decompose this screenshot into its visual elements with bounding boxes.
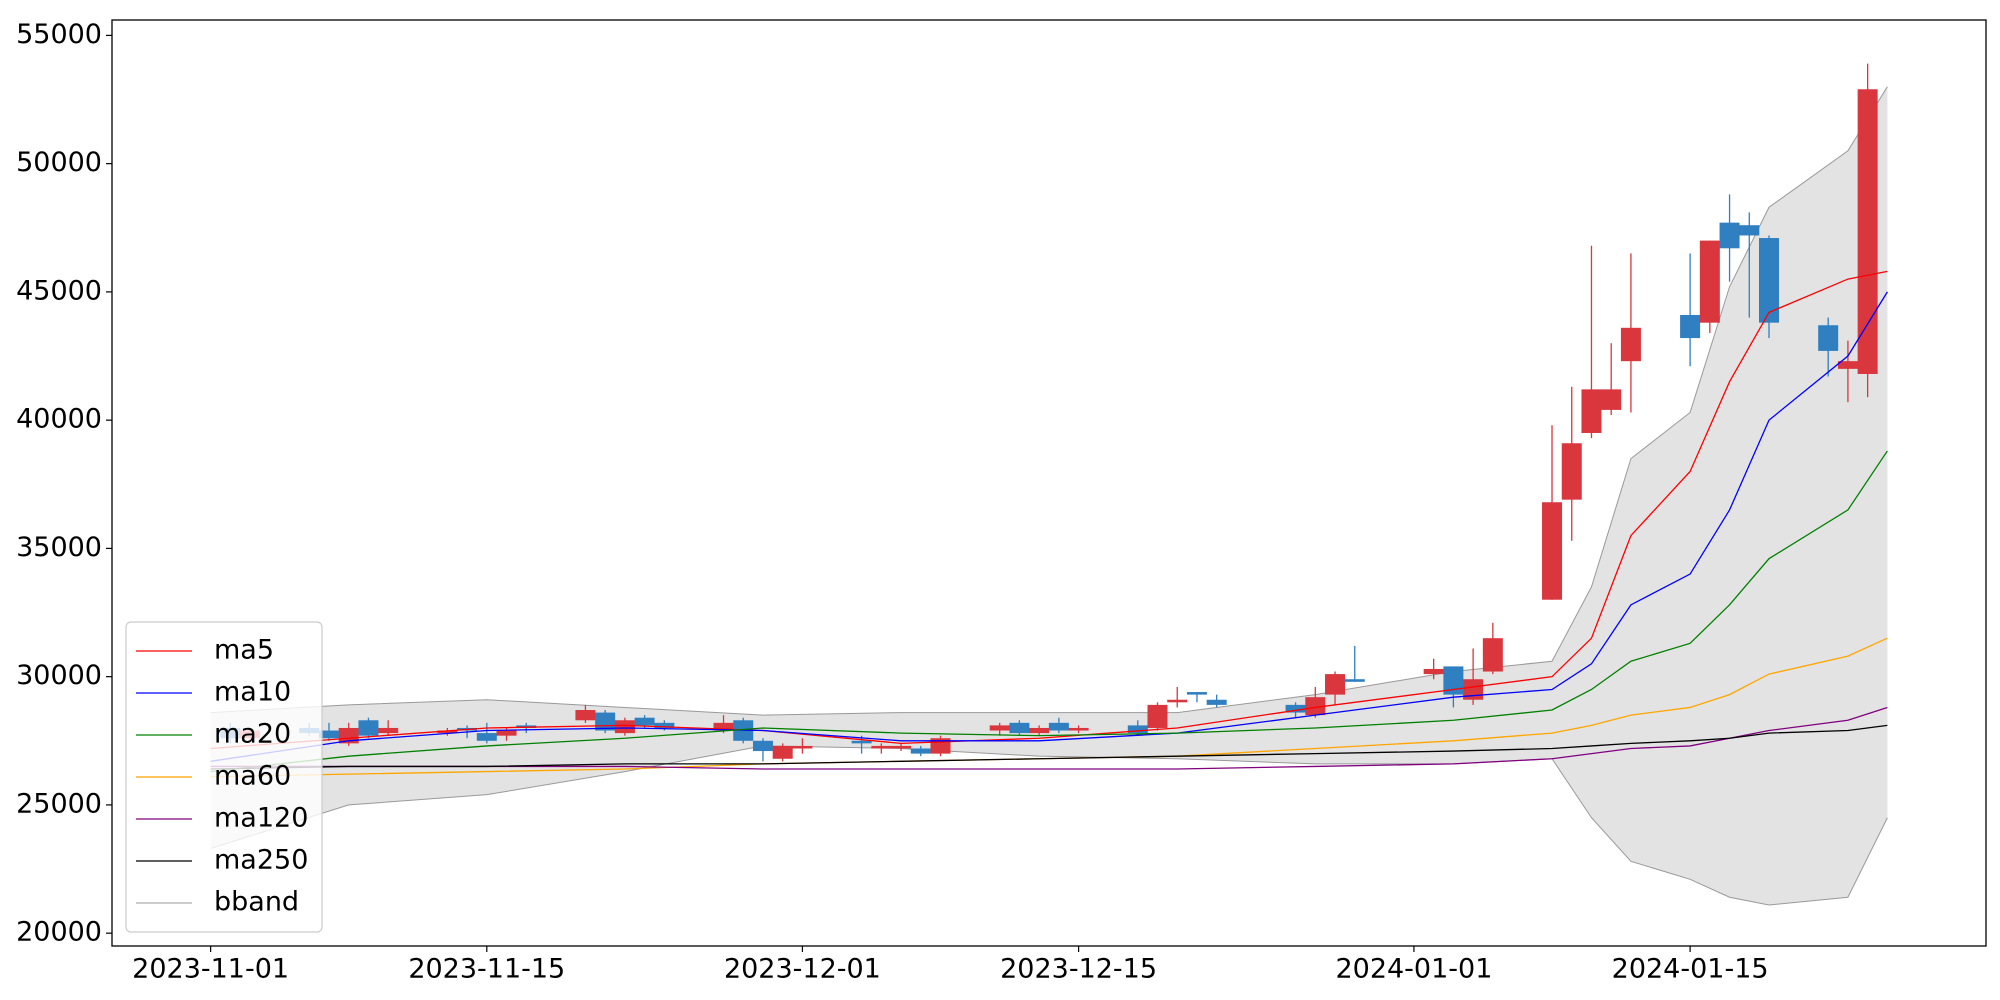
y-tick-label: 35000 [16,532,102,563]
candle-body [1068,727,1089,731]
candle-body [1167,699,1188,703]
ma-line [210,637,1888,778]
bband-area [210,86,1888,905]
candle-body [1029,727,1050,734]
candle-body [1305,697,1326,716]
legend-label: bband [214,887,299,918]
candle-body [1818,325,1839,351]
ma-line [210,270,1888,750]
candle-body [1423,668,1444,675]
x-tick-label: 2024-01-01 [1335,954,1492,985]
legend-label: ma5 [214,635,274,666]
candle-body [358,720,379,736]
candle-body [1186,692,1207,695]
candle-body [614,720,635,734]
candle-body [910,748,931,754]
legend-label: ma250 [214,845,308,876]
legend-label: ma20 [214,719,291,750]
candle-body [1009,722,1030,734]
candle-body [1699,240,1720,323]
y-tick-label: 40000 [16,404,102,435]
candle-body [891,745,912,749]
candle-body [1325,674,1346,695]
candle-body [1443,666,1464,695]
x-tick-label: 2024-01-15 [1612,954,1769,985]
candle-body [1739,225,1760,236]
candle-body [338,727,359,744]
x-tick-label: 2023-12-15 [1000,954,1157,985]
candle-body [1344,679,1365,682]
candle-body [378,727,399,734]
candle-body [496,730,517,736]
candle-body [989,725,1010,731]
candle-body [1581,389,1602,433]
candle-body [437,730,458,734]
candle-body [772,745,793,759]
candle-body [1127,725,1148,734]
candle-body [792,745,813,749]
candle-body [752,740,773,752]
candle-body [1048,722,1069,731]
candle-body [1680,314,1701,339]
candle-body [1285,704,1306,713]
candle-body [1542,502,1563,600]
y-tick-label: 25000 [16,788,102,819]
candle-body [476,733,497,741]
candle-body [1601,389,1622,410]
candle-body [1759,238,1780,323]
x-tick-label: 2023-11-01 [132,954,289,985]
candle-body [713,722,734,731]
candle-body [1482,638,1503,672]
legend-label: ma60 [214,761,291,792]
x-tick-label: 2023-11-15 [408,954,565,985]
y-tick-label: 55000 [16,19,102,50]
candle-body [1719,222,1740,249]
bband-lower [210,745,1888,906]
candle-body [1857,89,1878,374]
candle-body [1620,327,1641,362]
candle-body [1837,361,1858,369]
y-tick-label: 20000 [16,917,102,948]
candle-body [654,722,675,728]
candle-body [1147,704,1168,728]
candle-body [1561,443,1582,500]
y-tick-label: 30000 [16,660,102,691]
y-tick-label: 45000 [16,275,102,306]
legend-label: ma120 [214,803,308,834]
candle-body [851,740,872,744]
y-tick-label: 50000 [16,147,102,178]
x-tick-label: 2023-12-01 [724,954,881,985]
candle-body [634,717,655,726]
ma-line [210,291,1888,762]
candle-body [318,730,339,739]
plot-frame [111,19,1987,947]
candle-body [575,710,596,721]
legend-label: ma10 [214,677,291,708]
ma-line [210,450,1888,773]
legend-box [125,621,323,933]
candle-body [1206,699,1227,705]
candle-body [871,745,892,749]
bband-upper [210,86,1888,716]
ma-line [210,724,1888,770]
